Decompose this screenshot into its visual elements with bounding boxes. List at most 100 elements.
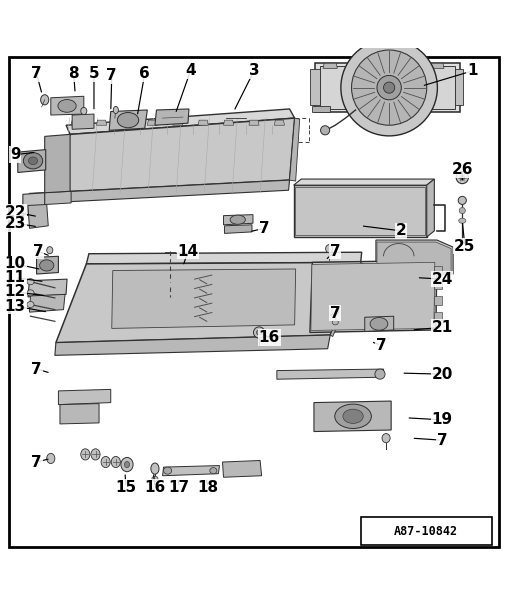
Text: 10: 10 — [5, 257, 26, 271]
Polygon shape — [294, 185, 427, 237]
Ellipse shape — [164, 467, 172, 474]
Polygon shape — [109, 110, 147, 130]
Ellipse shape — [124, 461, 130, 467]
Polygon shape — [86, 252, 362, 264]
Ellipse shape — [230, 215, 245, 224]
Ellipse shape — [152, 476, 158, 481]
Text: 20: 20 — [431, 367, 453, 382]
Polygon shape — [224, 120, 234, 125]
Polygon shape — [163, 466, 219, 476]
Polygon shape — [71, 120, 81, 125]
Polygon shape — [224, 214, 253, 225]
Polygon shape — [198, 120, 208, 125]
Polygon shape — [155, 109, 189, 125]
Text: 7: 7 — [31, 362, 42, 376]
Ellipse shape — [257, 330, 262, 335]
Polygon shape — [58, 390, 111, 405]
Ellipse shape — [382, 434, 390, 443]
Text: 26: 26 — [452, 162, 473, 178]
Polygon shape — [320, 66, 455, 109]
Polygon shape — [330, 262, 363, 336]
Text: 7: 7 — [330, 243, 340, 259]
Polygon shape — [249, 120, 259, 125]
Polygon shape — [377, 242, 451, 272]
Polygon shape — [274, 120, 284, 125]
Text: 13: 13 — [5, 298, 26, 313]
Polygon shape — [223, 460, 262, 477]
Text: 17: 17 — [169, 480, 190, 495]
Text: 16: 16 — [144, 480, 166, 495]
Text: 5: 5 — [89, 66, 99, 81]
Ellipse shape — [111, 457, 120, 467]
Ellipse shape — [375, 369, 385, 379]
Text: 11: 11 — [5, 270, 26, 285]
Ellipse shape — [343, 409, 363, 423]
Polygon shape — [56, 262, 361, 342]
Polygon shape — [295, 187, 425, 235]
Ellipse shape — [335, 404, 371, 428]
Polygon shape — [173, 120, 183, 125]
Text: 1: 1 — [467, 63, 478, 79]
Polygon shape — [28, 205, 48, 228]
Polygon shape — [55, 335, 330, 355]
Ellipse shape — [459, 218, 466, 223]
Text: 6: 6 — [139, 66, 150, 81]
Ellipse shape — [352, 50, 427, 125]
Polygon shape — [66, 109, 295, 134]
Polygon shape — [434, 312, 442, 320]
Polygon shape — [97, 120, 107, 125]
Ellipse shape — [117, 112, 139, 128]
Text: 3: 3 — [249, 63, 259, 79]
Polygon shape — [51, 96, 84, 115]
Text: 7: 7 — [437, 432, 447, 448]
Text: 7: 7 — [31, 455, 42, 469]
Polygon shape — [112, 269, 296, 329]
Polygon shape — [225, 225, 252, 233]
Polygon shape — [374, 63, 388, 68]
Polygon shape — [122, 120, 132, 125]
Polygon shape — [323, 63, 337, 68]
Ellipse shape — [151, 463, 159, 474]
Text: 23: 23 — [5, 216, 26, 231]
Text: 7: 7 — [376, 338, 386, 353]
Polygon shape — [45, 134, 70, 193]
Ellipse shape — [332, 320, 338, 325]
Ellipse shape — [101, 457, 110, 467]
Polygon shape — [348, 63, 363, 68]
Polygon shape — [277, 369, 384, 379]
Ellipse shape — [377, 76, 401, 100]
Polygon shape — [45, 118, 295, 193]
Text: 4: 4 — [185, 63, 196, 79]
Text: 7: 7 — [107, 68, 117, 83]
Ellipse shape — [460, 175, 465, 180]
Polygon shape — [434, 281, 442, 289]
Ellipse shape — [384, 82, 395, 93]
Ellipse shape — [40, 260, 54, 271]
Polygon shape — [29, 191, 71, 205]
Ellipse shape — [456, 172, 468, 184]
Polygon shape — [45, 180, 290, 203]
Polygon shape — [376, 240, 453, 274]
Text: 22: 22 — [5, 205, 26, 220]
Text: 19: 19 — [431, 413, 453, 428]
Ellipse shape — [121, 457, 133, 472]
Polygon shape — [72, 114, 94, 129]
Ellipse shape — [321, 126, 330, 135]
Polygon shape — [311, 262, 435, 330]
Text: 7: 7 — [31, 66, 42, 81]
Ellipse shape — [58, 100, 76, 112]
Ellipse shape — [27, 278, 34, 284]
Polygon shape — [310, 260, 437, 332]
Ellipse shape — [370, 318, 388, 330]
Text: 18: 18 — [198, 480, 219, 495]
Ellipse shape — [41, 95, 49, 105]
Polygon shape — [455, 69, 463, 105]
Polygon shape — [310, 69, 320, 105]
Polygon shape — [312, 106, 330, 112]
Text: 16: 16 — [259, 330, 280, 345]
Polygon shape — [434, 266, 442, 274]
Polygon shape — [60, 403, 99, 424]
Ellipse shape — [113, 106, 118, 114]
Text: 7: 7 — [330, 306, 340, 321]
Ellipse shape — [341, 39, 437, 136]
